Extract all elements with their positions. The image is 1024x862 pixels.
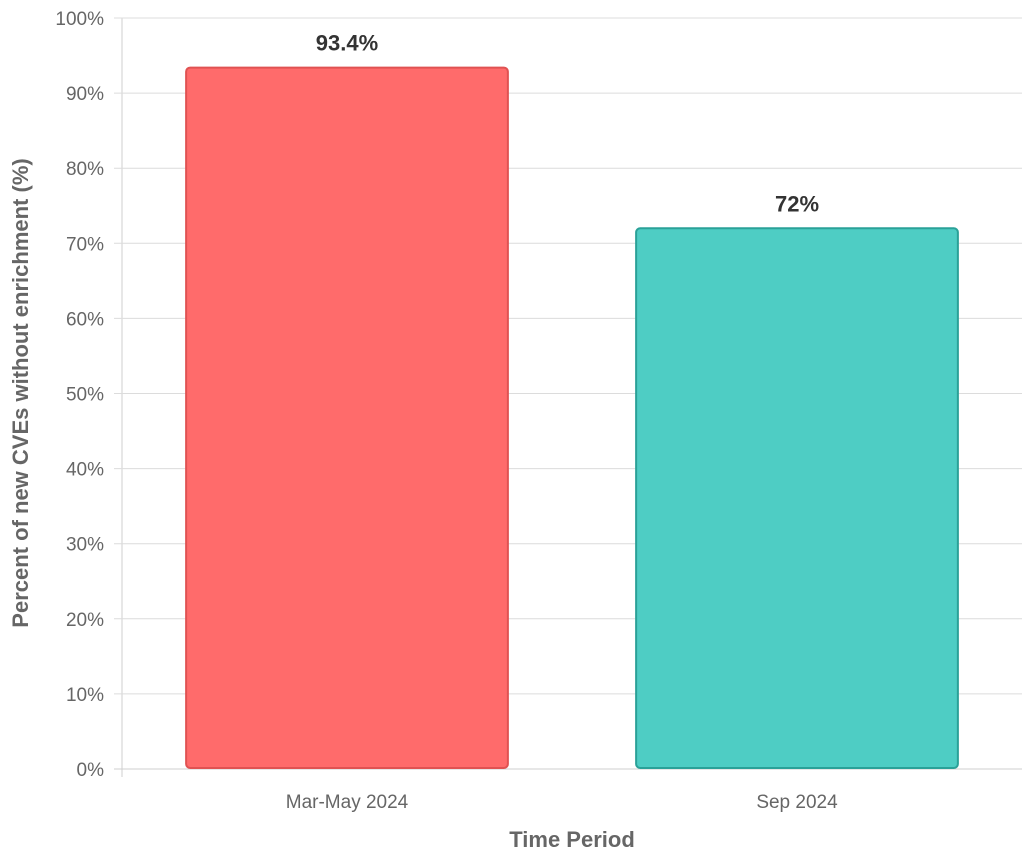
y-tick-label: 50% bbox=[66, 385, 104, 406]
x-axis-ticks: Mar-May 2024 Sep 2024 bbox=[286, 792, 838, 813]
bar-value-label: 72% bbox=[775, 191, 819, 216]
y-axis-ticks: 0% 10% 20% 30% 40% 50% 60% 70% 80% 90% 100% bbox=[55, 9, 104, 781]
bars bbox=[185, 66, 959, 770]
x-tick-label: Mar-May 2024 bbox=[286, 792, 409, 813]
bar-value-label: 93.4% bbox=[316, 31, 378, 56]
data-labels: 93.4% 72% bbox=[316, 31, 819, 217]
y-tick-label: 80% bbox=[66, 159, 104, 180]
x-axis-title: Time Period bbox=[509, 827, 635, 852]
y-tick-label: 70% bbox=[66, 234, 104, 255]
y-tick-label: 60% bbox=[66, 309, 104, 330]
bar-0 bbox=[185, 66, 509, 770]
y-axis-title: Percent of new CVEs without enrichment (… bbox=[8, 158, 33, 627]
y-tick-label: 40% bbox=[66, 460, 104, 481]
y-tick-label: 100% bbox=[55, 9, 104, 30]
y-tick-label: 0% bbox=[77, 760, 105, 781]
bar-1 bbox=[635, 227, 959, 769]
x-tick-label: Sep 2024 bbox=[756, 792, 838, 813]
y-tick-label: 30% bbox=[66, 535, 104, 556]
y-tick-label: 90% bbox=[66, 84, 104, 105]
y-tick-label: 10% bbox=[66, 685, 104, 706]
y-tick-label: 20% bbox=[66, 610, 104, 631]
